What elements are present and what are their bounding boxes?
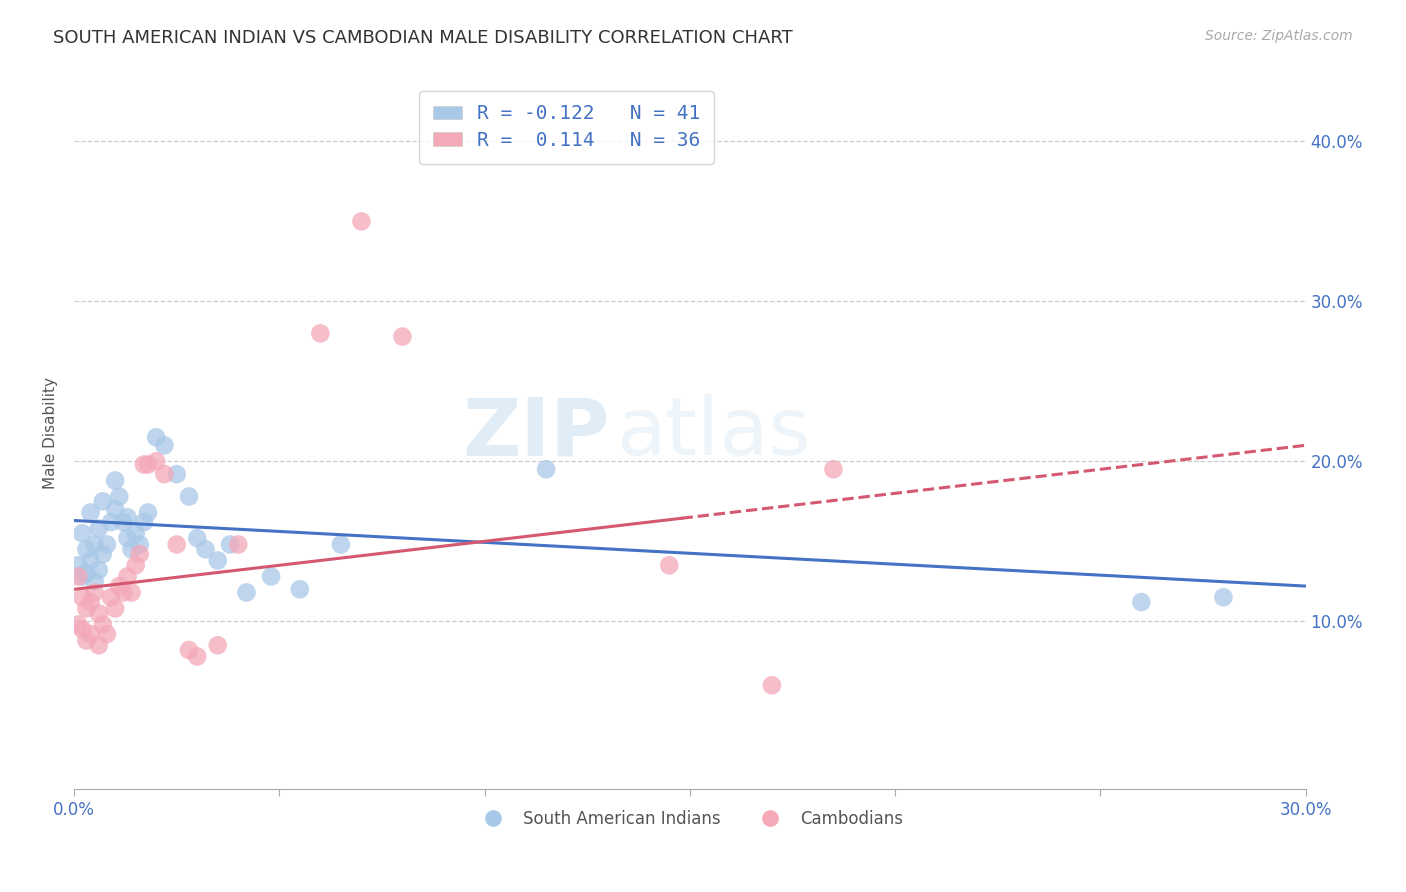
Point [67,617,90,632]
Point [79,627,101,641]
Point [136,458,159,472]
Point [226,537,249,551]
Point [823,462,845,476]
Point [72,526,94,541]
Point [534,462,557,476]
Point [72,622,94,636]
Point [207,553,229,567]
Point [658,558,681,573]
Point [194,542,217,557]
Point [96,627,118,641]
Text: ZIP: ZIP [463,394,610,473]
Point [309,326,332,341]
Point [79,595,101,609]
Point [128,537,150,551]
Point [104,601,127,615]
Text: Source: ZipAtlas.com: Source: ZipAtlas.com [1205,29,1353,43]
Point [75,633,97,648]
Point [761,678,783,692]
Point [108,579,131,593]
Point [112,585,135,599]
Point [87,638,110,652]
Point [166,467,188,482]
Point [72,591,94,605]
Point [100,515,122,529]
Point [145,454,167,468]
Point [100,591,122,605]
Y-axis label: Male Disability: Male Disability [44,377,58,490]
Point [117,569,139,583]
Point [91,494,114,508]
Point [91,547,114,561]
Point [350,214,373,228]
Text: SOUTH AMERICAN INDIAN VS CAMBODIAN MALE DISABILITY CORRELATION CHART: SOUTH AMERICAN INDIAN VS CAMBODIAN MALE … [53,29,793,46]
Point [75,542,97,557]
Point [87,607,110,621]
Point [207,638,229,652]
Point [132,515,155,529]
Point [75,566,97,581]
Point [91,617,114,632]
Legend: South American Indians, Cambodians: South American Indians, Cambodians [470,803,910,834]
Point [117,531,139,545]
Text: atlas: atlas [616,394,810,473]
Point [87,521,110,535]
Point [124,558,146,573]
Point [75,601,97,615]
Point [96,537,118,551]
Point [72,569,94,583]
Point [104,502,127,516]
Point [79,506,101,520]
Point [260,569,283,583]
Point [186,531,208,545]
Point [128,547,150,561]
Point [177,490,200,504]
Point [153,438,176,452]
Point [1130,595,1153,609]
Point [136,506,159,520]
Point [186,649,208,664]
Point [121,542,143,557]
Point [219,537,242,551]
Point [235,585,257,599]
Point [79,553,101,567]
Point [124,526,146,541]
Point [153,467,176,482]
Point [108,490,131,504]
Point [132,458,155,472]
Point [288,582,311,597]
Point [177,643,200,657]
Point [329,537,352,551]
Point [67,558,90,573]
Point [83,585,105,599]
Point [104,474,127,488]
Point [87,563,110,577]
Point [121,585,143,599]
Point [166,537,188,551]
Point [67,569,90,583]
Point [1212,591,1234,605]
Point [391,329,413,343]
Point [145,430,167,444]
Point [117,510,139,524]
Point [83,537,105,551]
Point [83,574,105,589]
Point [112,515,135,529]
